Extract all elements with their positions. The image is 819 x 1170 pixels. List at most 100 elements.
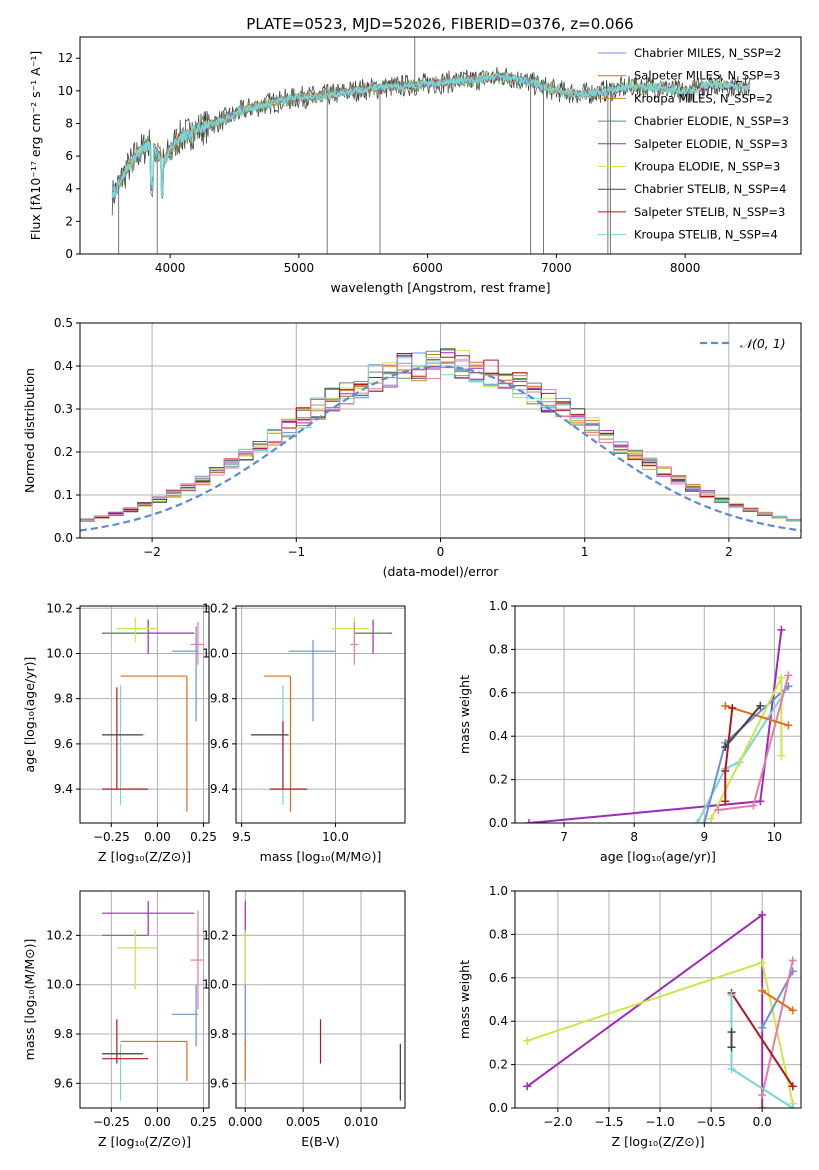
- x-axis-label: Z [log₁₀(Z/Z⊙)]: [612, 1134, 705, 1149]
- y-tick-label: 2: [65, 214, 73, 228]
- y-tick-label: 10: [58, 84, 73, 98]
- legend-label: Chabrier MILES, N_SSP=2: [634, 46, 781, 60]
- panel-spectrum: 4000 5000 6000 7000 8000 0 2 4 6 8 10 12 wavelength …: [28, 36, 802, 295]
- x-tick-label: −1: [287, 545, 305, 559]
- y-tick-label: 9.8: [210, 1027, 229, 1041]
- panel-weight_vs_Z: −2.0 −1.5 −1.0 −0.5 0.0 0.0 0.2 0.4 0.6 0.8 1.0 Z […: [457, 884, 802, 1149]
- y-tick-label: 0.4: [489, 1014, 508, 1028]
- plots-layer: 4000 5000 6000 7000 8000024681012wavelength …: [22, 36, 802, 1149]
- y-tick-label: 0.3: [54, 402, 73, 416]
- x-tick-label: 0.00: [144, 1115, 171, 1129]
- weight-line: [761, 989, 794, 1012]
- axes-frame: [514, 605, 802, 824]
- legend-label: 𝒩(0, 1): [740, 336, 786, 351]
- axes-frame: [79, 605, 210, 824]
- y-tick-label: 6: [65, 149, 73, 163]
- x-tick-label: 0.000: [228, 1115, 262, 1129]
- y-tick-label: 9.8: [54, 692, 73, 706]
- figure-title: PLATE=0523, MJD=52026, FIBERID=0376, z=0…: [246, 15, 633, 33]
- x-tick-label: 9: [700, 830, 708, 844]
- axes-frame: [79, 890, 210, 1109]
- normal-curve: [80, 365, 801, 532]
- x-tick-label: −1.0: [645, 1115, 674, 1129]
- x-tick-label: 8000: [670, 261, 701, 275]
- y-tick-label: 9.4: [54, 782, 73, 796]
- x-tick-label: 0.25: [190, 830, 217, 844]
- weight-line: [724, 705, 762, 748]
- panel-residuals: −2 −1 0 1 2 0.0 0.1 0.2 0.3 0.4 0.5 (data-model)/er…: [22, 316, 802, 579]
- y-tick-label: 9.8: [54, 1027, 73, 1041]
- x-tick-label: 8: [630, 830, 638, 844]
- y-axis-label: age [log₁₀(age/yr)]: [22, 657, 37, 773]
- y-tick-label: 10.2: [46, 601, 73, 615]
- x-tick-label: 0.0: [753, 1115, 772, 1129]
- y-tick-label: 10.0: [202, 978, 229, 992]
- x-tick-label: 0.010: [344, 1115, 378, 1129]
- y-axis-label: mass weight: [457, 960, 472, 1039]
- y-axis-label: Normed distribution: [22, 368, 37, 493]
- panel-age_vs_mass: 9.5 10.0 9.4 9.6 9.8 10.0 10.2 mass [log₁₀(M/M⊙…: [202, 601, 406, 864]
- x-tick-label: 7000: [541, 261, 572, 275]
- y-axis-label: Flux [fλ10⁻¹⁷ erg cm⁻² s⁻¹ A⁻¹]: [28, 51, 43, 240]
- weight-line: [730, 992, 794, 1087]
- panel-mass_vs_Z: −0.25 0.00 0.25 9.6 9.8 10.0 10.2 Z [log₁₀(Z/Z⊙…: [22, 890, 217, 1149]
- y-tick-label: 9.6: [54, 1076, 73, 1090]
- x-tick-label: 0.25: [190, 1115, 217, 1129]
- y-tick-label: 0.8: [489, 642, 508, 656]
- y-tick-label: 0.0: [54, 531, 73, 545]
- panel-weight_vs_age: 7 8 9 10 0.0 0.2 0.4 0.6 0.8 1.0 age [log₁₀(age/yr…: [457, 599, 802, 864]
- x-tick-label: 7: [560, 830, 568, 844]
- y-tick-label: 1.0: [489, 884, 508, 898]
- x-tick-label: 0.00: [144, 830, 171, 844]
- x-tick-label: 0: [437, 545, 445, 559]
- panel-age_vs_Z: −0.25 0.00 0.25 9.4 9.6 9.8 10.0 10.2 Z [log₁₀(Z…: [22, 601, 217, 864]
- y-tick-label: 0.0: [489, 816, 508, 830]
- y-tick-label: 10.2: [202, 601, 229, 615]
- y-tick-label: 0.4: [54, 359, 73, 373]
- y-tick-label: 9.6: [54, 737, 73, 751]
- x-tick-label: −1.5: [594, 1115, 623, 1129]
- x-tick-label: 10.0: [322, 830, 349, 844]
- x-tick-label: 9.5: [232, 830, 251, 844]
- plot-area: [244, 900, 401, 1101]
- x-tick-label: −2.0: [543, 1115, 572, 1129]
- x-tick-label: −0.25: [93, 830, 130, 844]
- plot-area: [102, 617, 204, 812]
- y-tick-label: 0.6: [489, 971, 508, 985]
- x-tick-label: 10: [767, 830, 782, 844]
- axes-frame: [235, 605, 406, 824]
- legend-label: Salpeter ELODIE, N_SSP=3: [634, 137, 788, 151]
- weight-line: [725, 704, 789, 727]
- y-tick-label: 0.2: [54, 445, 73, 459]
- legend-label: Kroupa ELODIE, N_SSP=3: [634, 160, 780, 174]
- x-axis-label: wavelength [Angstrom, rest frame]: [330, 280, 550, 295]
- plot-area: [525, 625, 793, 823]
- axes-frame: [79, 36, 802, 255]
- x-tick-label: −2: [143, 545, 161, 559]
- x-axis-label: Z [log₁₀(Z/Z⊙)]: [98, 1134, 191, 1149]
- x-tick-label: 6000: [412, 261, 443, 275]
- x-axis-label: E(B-V): [301, 1134, 340, 1149]
- y-tick-label: 0.1: [54, 488, 73, 502]
- legend-label: Chabrier ELODIE, N_SSP=3: [634, 114, 789, 128]
- y-tick-label: 8: [65, 116, 73, 130]
- weight-line: [710, 677, 783, 820]
- x-axis-label: Z [log₁₀(Z/Z⊙)]: [98, 849, 191, 864]
- plot-area: [111, 37, 751, 254]
- y-axis-label: mass weight: [457, 675, 472, 754]
- axes-frame: [235, 890, 406, 1109]
- histogram-series: [80, 348, 801, 521]
- y-tick-label: 10.2: [46, 928, 73, 942]
- plot-area: [251, 617, 392, 812]
- legend-label: Chabrier STELIB, N_SSP=4: [634, 182, 786, 196]
- y-tick-label: 9.6: [210, 1076, 229, 1090]
- spectrum-line: [113, 72, 609, 199]
- panel-mass_vs_ebv: 0.000 0.005 0.010 9.6 9.8 10.0 10.2 E(B-V): [202, 890, 406, 1149]
- legend-label: Kroupa MILES, N_SSP=2: [634, 91, 773, 105]
- y-tick-label: 10.0: [46, 646, 73, 660]
- x-axis-label: (data-model)/error: [383, 564, 500, 579]
- x-tick-label: 1: [581, 545, 589, 559]
- x-axis-label: age [log₁₀(age/yr)]: [600, 849, 716, 864]
- y-tick-label: 4: [65, 182, 73, 196]
- y-tick-label: 1.0: [489, 599, 508, 613]
